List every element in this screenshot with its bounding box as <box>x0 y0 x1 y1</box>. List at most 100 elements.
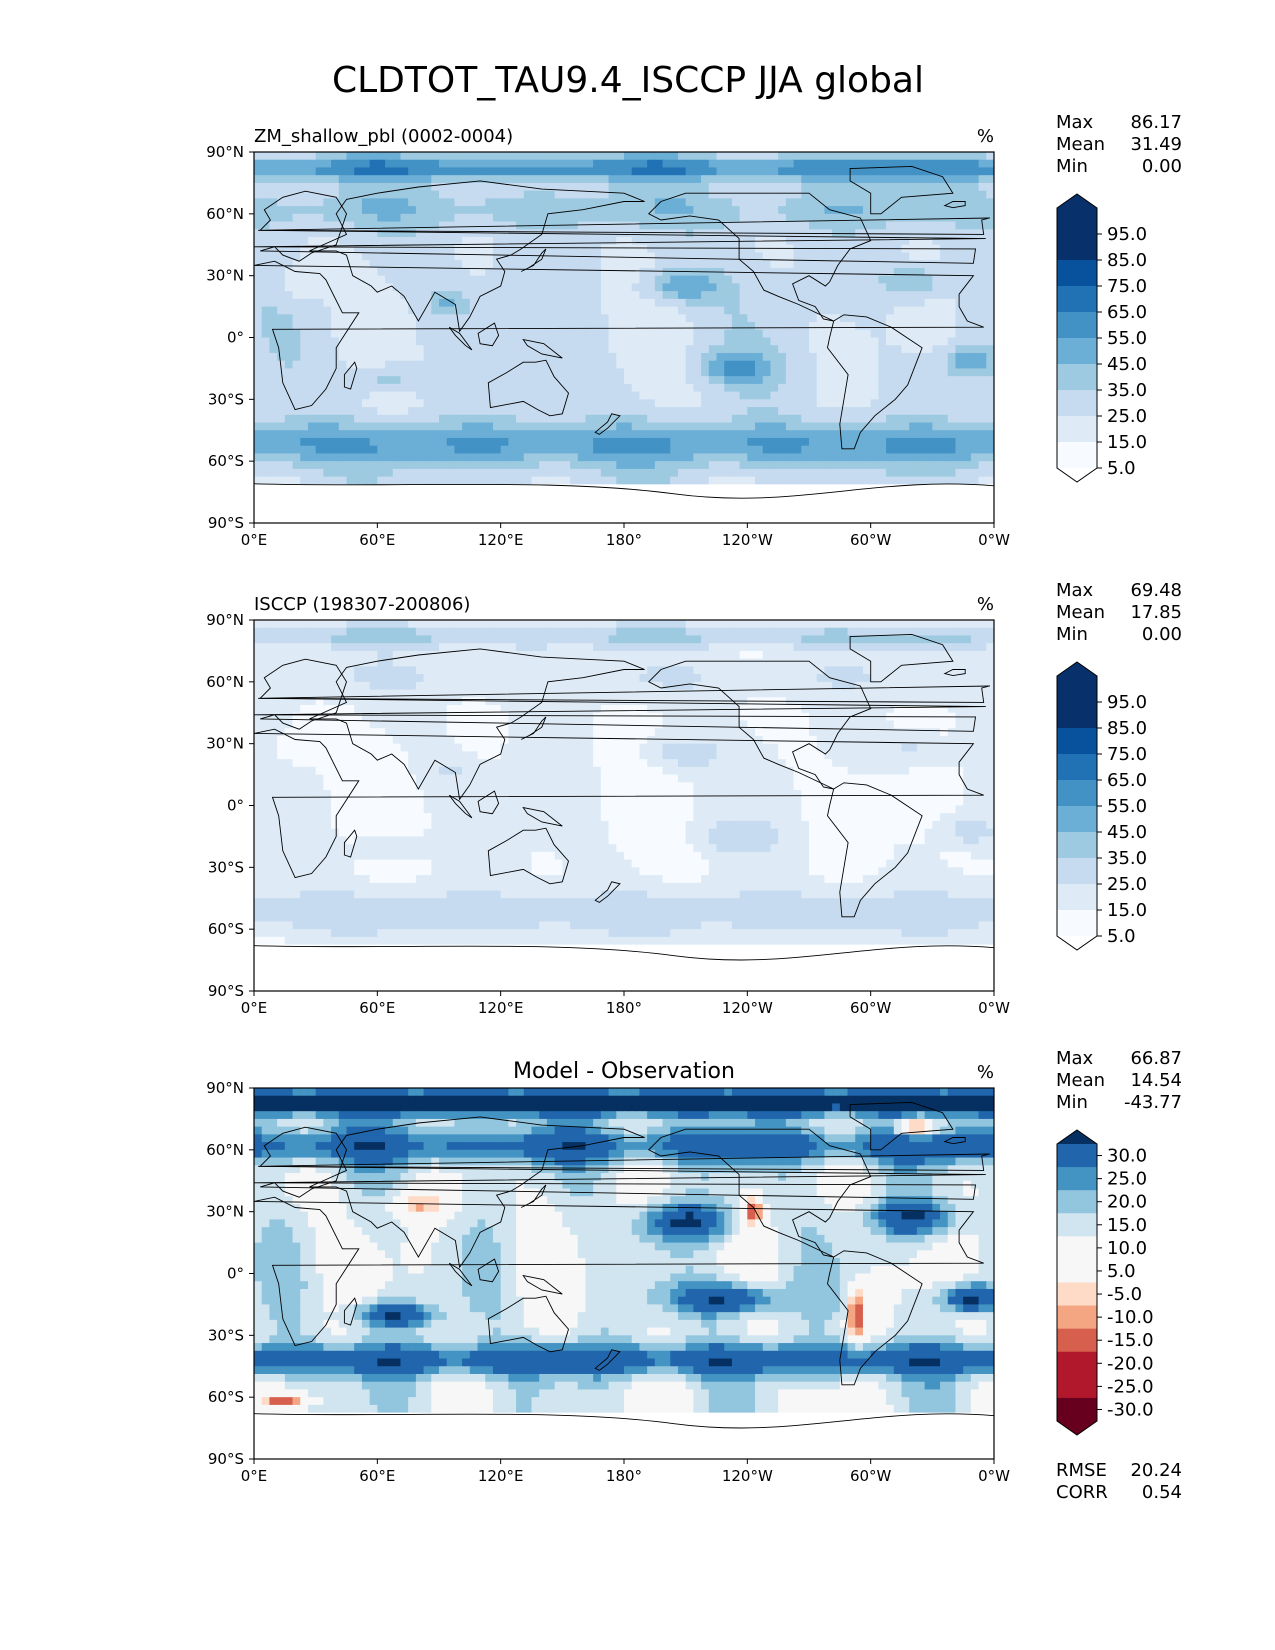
coastline-africa <box>254 260 984 411</box>
stat-value: 0.00 <box>1142 156 1182 177</box>
stat-label: Min <box>1056 1092 1088 1113</box>
lat-tick-label: 60°N <box>206 205 244 223</box>
field-grid <box>254 620 994 991</box>
lon-tick-label: 120°E <box>478 999 524 1017</box>
coastlines <box>0 1101 991 1386</box>
coastline-ngu <box>522 338 563 359</box>
lon-tick-label: 180° <box>606 531 642 549</box>
stat-label: Max <box>1056 580 1094 601</box>
colorbar-tick-label: -20.0 <box>1107 1353 1154 1374</box>
colorbar-band <box>1057 728 1097 755</box>
colorbar: 95.0 85.0 75.0 65.0 55.0 45.0 35.0 25.0 15.0 5.0 <box>1056 661 1147 951</box>
coastline-japan <box>520 1184 547 1208</box>
colorbar-tick-label: -25.0 <box>1107 1376 1154 1397</box>
colorbar-band <box>1057 1282 1097 1307</box>
lat-tick-label: 0° <box>227 329 244 347</box>
metric-label: CORR <box>1056 1482 1108 1503</box>
panel-title: Model - Observation <box>513 1059 735 1084</box>
coastline-greenland <box>110 1102 213 1149</box>
lon-tick-label: 60°E <box>359 1467 395 1485</box>
lat-tick-label: 60°N <box>206 673 244 691</box>
lon-tick-label: 180° <box>606 1467 642 1485</box>
stat-label: Mean <box>1056 602 1105 623</box>
colorbar-tick-label: 25.0 <box>1107 1169 1147 1190</box>
lon-tick-label: 0°W <box>978 531 1010 549</box>
coastline-madagascar <box>343 1297 358 1326</box>
coastline-asia <box>309 1116 645 1269</box>
colorbar-band <box>1057 1305 1097 1330</box>
coastline-sumatra <box>448 326 473 351</box>
panel-diff: Model - Observation % 90°N 60°N 30°N 0° 30°S 60… <box>0 1048 1182 1503</box>
coastline-europe <box>254 190 986 264</box>
lon-tick-label: 60°W <box>850 1467 892 1485</box>
panel-model: ZM_shallow_pbl (0002-0004) % 90°N 60°N 30°N 0… <box>0 112 1182 549</box>
colorbar-tick-label: 65.0 <box>1107 302 1147 323</box>
lat-tick-label: 60°S <box>208 452 244 470</box>
colorbar-band <box>1057 338 1097 365</box>
coastline-uk <box>258 217 991 235</box>
colorbar-band <box>1057 208 1097 235</box>
lat-tick-label: 30°N <box>206 735 244 753</box>
field-grid <box>254 152 994 523</box>
colorbar-tick-label: 5.0 <box>1107 926 1136 947</box>
metric-value: 20.24 <box>1130 1460 1182 1481</box>
stat-value: -43.77 <box>1124 1092 1182 1113</box>
coastline-europe <box>0 659 246 731</box>
stat-value: 31.49 <box>1130 134 1182 155</box>
colorbar-band <box>1057 806 1097 833</box>
lon-tick-label: 120°W <box>722 999 773 1017</box>
coastline-namerica <box>0 661 131 789</box>
colorbar-tick-label: -10.0 <box>1107 1307 1154 1328</box>
coastline-africa <box>254 728 984 879</box>
coastline-madagascar <box>343 829 358 858</box>
colorbar-tick-label: 15.0 <box>1107 900 1147 921</box>
stat-label: Min <box>1056 156 1088 177</box>
colorbar-tick-label: 30.0 <box>1107 1146 1147 1167</box>
colorbar-tick-label: 45.0 <box>1107 354 1147 375</box>
colorbar-band <box>1057 1351 1097 1376</box>
colorbar-band <box>1057 832 1097 859</box>
lat-tick-label: 30°S <box>208 858 244 876</box>
colorbar-band <box>1057 1397 1097 1422</box>
colorbar-band <box>1057 1374 1097 1399</box>
colorbar-tick-label: 5.0 <box>1107 458 1136 479</box>
panel-obs: ISCCP (198307-200806) % 90°N 60°N 30°N 0° 30°S… <box>0 580 1182 1017</box>
lon-tick-label: 60°E <box>359 999 395 1017</box>
colorbar-band <box>1057 1144 1097 1168</box>
coastline-ngu <box>522 1274 563 1295</box>
lon-tick-label: 0°E <box>241 999 268 1017</box>
stat-value: 0.00 <box>1142 624 1182 645</box>
coastline-europe <box>254 1126 986 1200</box>
lat-tick-label: 0° <box>227 1265 244 1283</box>
colorbar-tick-label: 10.0 <box>1107 1238 1147 1259</box>
lon-tick-label: 0°W <box>978 1467 1010 1485</box>
stat-value: 17.85 <box>1130 602 1182 623</box>
coastline-sumatra <box>448 794 473 819</box>
coastline-ngu <box>522 806 563 827</box>
coastline-europe <box>0 1127 246 1199</box>
coastline-uk <box>258 685 991 703</box>
lon-tick-label: 60°W <box>850 531 892 549</box>
coastline-samerica <box>88 315 183 449</box>
colorbar-tick-label: 95.0 <box>1107 224 1147 245</box>
lat-tick-label: 90°S <box>208 1450 244 1468</box>
coastline-borneo <box>477 1258 500 1283</box>
lat-tick-label: 30°N <box>206 1203 244 1221</box>
stat-label: Max <box>1056 112 1094 133</box>
colorbar-band <box>1057 312 1097 339</box>
units-label: % <box>977 594 994 615</box>
stat-label: Mean <box>1056 134 1105 155</box>
metric-label: RMSE <box>1056 1460 1107 1481</box>
panel-title: ISCCP (198307-200806) <box>254 594 470 615</box>
colorbar-tick-label: 15.0 <box>1107 1215 1147 1236</box>
colorbar-band <box>1057 1236 1097 1260</box>
coastline-europe <box>0 191 246 263</box>
lon-tick-label: 0°W <box>978 999 1010 1017</box>
colorbar-tick-label: 45.0 <box>1107 822 1147 843</box>
colorbar-tick-label: 65.0 <box>1107 770 1147 791</box>
coastline-borneo <box>477 322 500 347</box>
lat-tick-label: 90°S <box>208 982 244 1000</box>
coastline-greenland <box>110 166 213 213</box>
coastline-iceland <box>943 201 966 209</box>
